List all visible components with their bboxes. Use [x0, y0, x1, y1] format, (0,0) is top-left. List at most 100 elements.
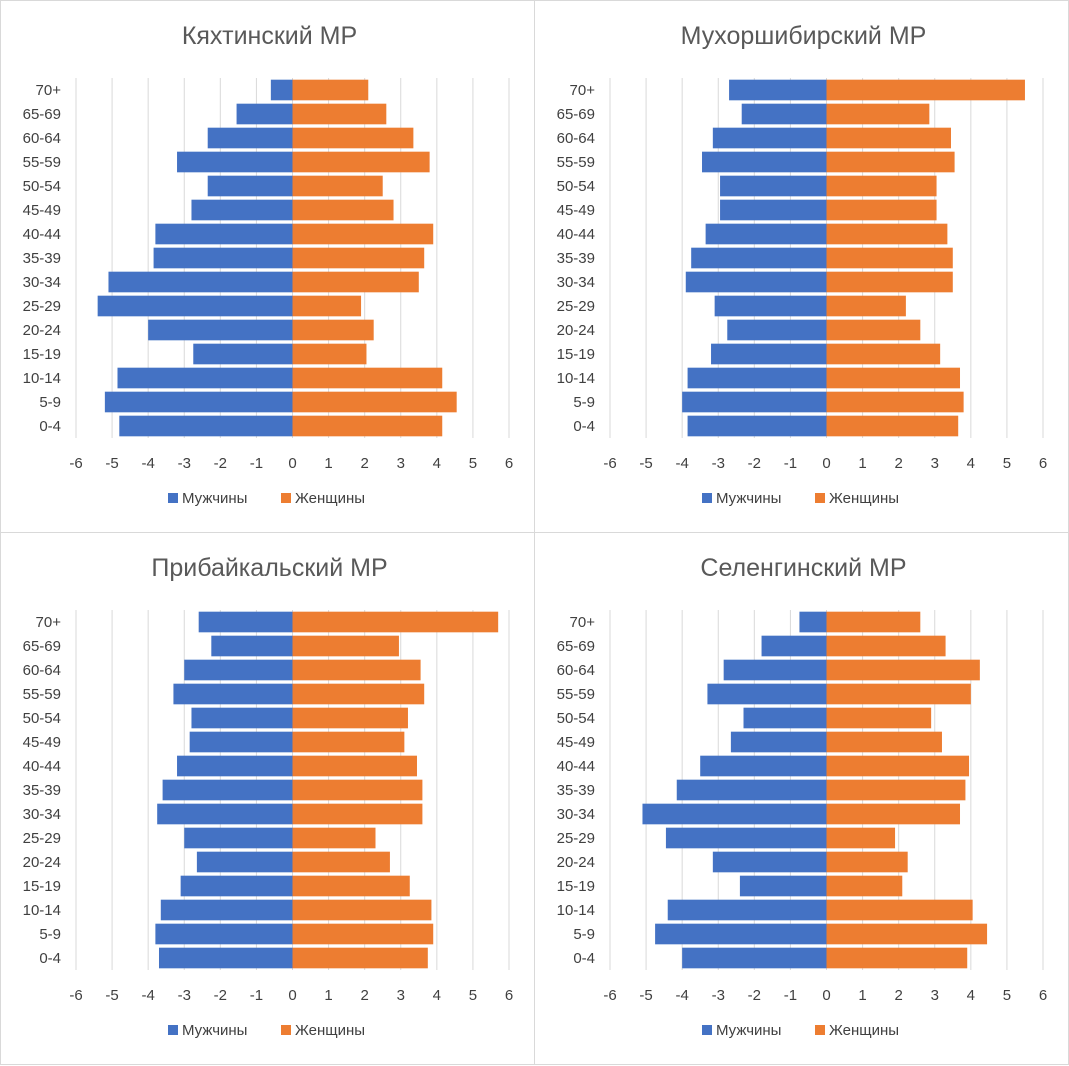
- bar-female: [826, 611, 921, 633]
- x-tick-label: -3: [178, 455, 191, 472]
- bar-female: [826, 731, 942, 753]
- y-tick-label: 35-39: [557, 250, 595, 267]
- y-tick-label: 55-59: [23, 686, 61, 703]
- bar-male: [712, 127, 827, 149]
- bar-male: [104, 391, 293, 413]
- y-tick-label: 25-29: [23, 298, 61, 315]
- bar-female: [292, 827, 376, 849]
- pyramid-chart-svg: Кяхтинский МР70+65-6960-6455-5950-5445-4…: [23, 22, 514, 507]
- bar-male: [702, 151, 827, 173]
- bar-female: [826, 415, 959, 437]
- bar-female: [292, 851, 390, 873]
- bar-female: [292, 415, 443, 437]
- y-tick-label: 0-4: [573, 950, 595, 967]
- y-tick-label: 35-39: [557, 782, 595, 799]
- bar-male: [642, 803, 827, 825]
- bar-male: [727, 319, 827, 341]
- legend-label: Мужчины: [716, 490, 781, 507]
- bar-female: [292, 755, 417, 777]
- bar-male: [741, 103, 827, 125]
- x-tick-label: -4: [141, 455, 154, 472]
- bar-female: [292, 271, 419, 293]
- y-tick-label: 20-24: [23, 322, 61, 339]
- bar-male: [196, 851, 293, 873]
- x-tick-label: -1: [250, 987, 263, 1004]
- bar-female: [292, 803, 423, 825]
- bar-male: [177, 151, 293, 173]
- x-tick-label: -2: [214, 987, 227, 1004]
- legend-label: Женщины: [295, 490, 365, 507]
- bar-male: [180, 875, 293, 897]
- y-tick-label: 30-34: [557, 274, 595, 291]
- bar-female: [826, 683, 971, 705]
- bar-female: [826, 391, 964, 413]
- x-tick-label: -5: [639, 455, 652, 472]
- bar-female: [292, 635, 399, 657]
- chart-panel-selenga: Селенгинский МР 70+ 65-69 60-64 55-59 50-54 45…: [534, 532, 1069, 1065]
- x-tick-label: -6: [69, 455, 82, 472]
- bar-male: [155, 223, 293, 245]
- y-tick-label: 70+: [570, 82, 596, 99]
- bar-female: [292, 875, 410, 897]
- bar-male: [720, 175, 827, 197]
- bar-male: [739, 875, 827, 897]
- bar-female: [826, 779, 966, 801]
- x-tick-label: 6: [505, 987, 513, 1004]
- x-tick-label: 3: [397, 987, 405, 1004]
- chart-panel-kyakhta: Кяхтинский МР 70+ 65-69 60-64 55-59 50-54 45-4…: [0, 0, 535, 533]
- y-tick-label: 10-14: [557, 902, 595, 919]
- y-tick-label: 65-69: [557, 638, 595, 655]
- x-tick-label: 2: [360, 455, 368, 472]
- x-tick-label: -1: [250, 455, 263, 472]
- y-tick-label: 55-59: [557, 154, 595, 171]
- bar-female: [826, 803, 961, 825]
- bar-female: [292, 683, 425, 705]
- x-tick-label: 1: [324, 455, 332, 472]
- bar-male: [193, 343, 293, 365]
- bar-female: [826, 923, 988, 945]
- legend-swatch: [281, 493, 291, 503]
- bar-female: [292, 79, 369, 101]
- y-tick-label: 25-29: [557, 830, 595, 847]
- pyramid-chart-svg: Мухоршибирский МР70+65-6960-6455-5950-54…: [557, 22, 1048, 507]
- bar-male: [207, 175, 293, 197]
- bar-female: [292, 175, 383, 197]
- x-tick-label: -5: [105, 987, 118, 1004]
- bar-female: [826, 295, 906, 317]
- chart-title: Кяхтинский МР: [182, 22, 357, 50]
- chart-panel-pribaikal: Прибайкальский МР 70+ 65-69 60-64 55-59 50-54…: [0, 532, 535, 1065]
- bar-male: [189, 731, 293, 753]
- bar-female: [826, 103, 930, 125]
- y-tick-label: 50-54: [557, 710, 595, 727]
- bar-male: [700, 755, 827, 777]
- y-tick-label: 40-44: [557, 758, 595, 775]
- x-tick-label: 3: [397, 455, 405, 472]
- bar-male: [682, 391, 827, 413]
- legend-swatch: [281, 1025, 291, 1035]
- x-tick-label: -3: [712, 455, 725, 472]
- x-tick-label: 3: [931, 455, 939, 472]
- y-tick-label: 15-19: [23, 878, 61, 895]
- y-tick-label: 45-49: [23, 734, 61, 751]
- y-tick-label: 55-59: [23, 154, 61, 171]
- y-tick-label: 0-4: [573, 418, 595, 435]
- bar-male: [119, 415, 293, 437]
- x-tick-label: -2: [748, 987, 761, 1004]
- x-tick-label: -4: [141, 987, 154, 1004]
- x-tick-label: 2: [360, 987, 368, 1004]
- bar-male: [761, 635, 827, 657]
- y-tick-label: 0-4: [39, 418, 61, 435]
- x-tick-label: 6: [1039, 455, 1047, 472]
- y-tick-label: 5-9: [573, 926, 595, 943]
- x-tick-label: 0: [822, 987, 830, 1004]
- bar-male: [153, 247, 293, 269]
- bar-male: [211, 635, 293, 657]
- bar-female: [826, 659, 980, 681]
- bar-female: [292, 295, 362, 317]
- y-tick-label: 20-24: [557, 322, 595, 339]
- bar-male: [158, 947, 293, 969]
- y-tick-label: 60-64: [23, 130, 61, 147]
- y-tick-label: 65-69: [23, 638, 61, 655]
- x-tick-label: -6: [603, 455, 616, 472]
- x-tick-label: 1: [858, 987, 866, 1004]
